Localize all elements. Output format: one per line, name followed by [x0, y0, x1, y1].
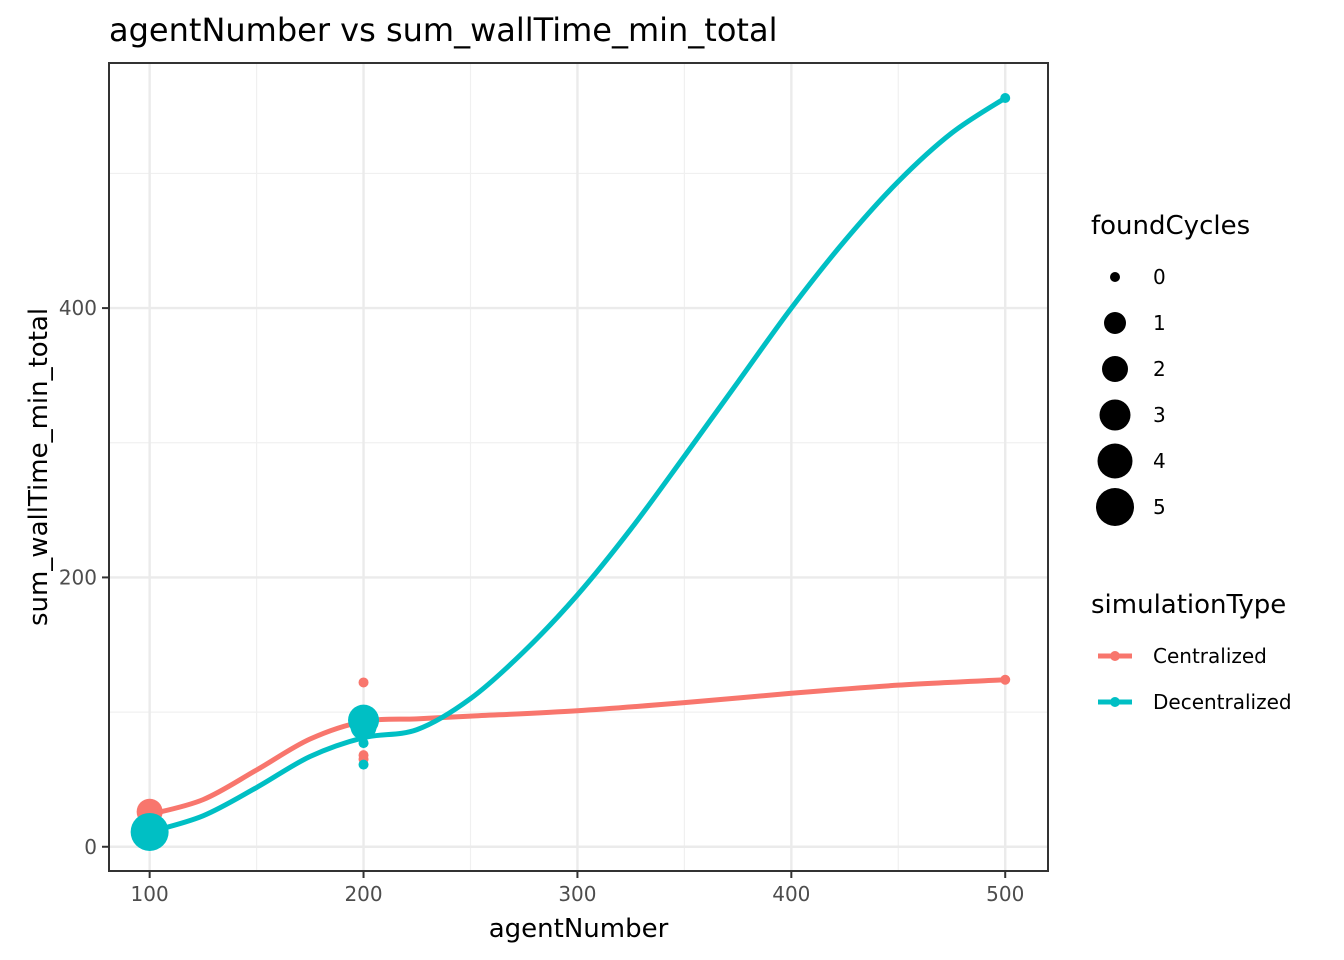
- legend-foundcycles: foundCycles 0 1 2 3 4 5: [1091, 211, 1250, 526]
- legend-label: Centralized: [1153, 644, 1267, 668]
- x-tick-label: 200: [344, 882, 382, 906]
- y-axis-title: sum_wallTime_min_total: [24, 308, 54, 626]
- legend-label: 1: [1153, 311, 1166, 335]
- y-axis-ticks: 0 200 400: [59, 296, 109, 859]
- legend-size-key: [1097, 443, 1133, 479]
- y-tick-label: 0: [84, 835, 97, 859]
- legend-title: simulationType: [1091, 590, 1286, 620]
- x-axis-ticks: 100 200 300 400 500: [131, 871, 1024, 906]
- point-decentralized: [358, 738, 369, 749]
- smooth-line-centralized: [147, 677, 1008, 817]
- smooth-lines: [147, 95, 1008, 835]
- y-tick-label: 200: [59, 565, 97, 589]
- legend-size-key: [1110, 272, 1120, 282]
- legend-title: foundCycles: [1091, 211, 1250, 241]
- chart-title: agentNumber vs sum_wallTime_min_total: [109, 11, 777, 49]
- legend-label: 4: [1153, 449, 1166, 473]
- x-tick-label: 500: [986, 882, 1024, 906]
- point-decentralized: [130, 812, 169, 851]
- y-tick-label: 400: [59, 296, 97, 320]
- x-tick-label: 100: [131, 882, 169, 906]
- legend-size-key: [1096, 488, 1134, 526]
- major-grid: [109, 63, 1048, 871]
- legend-simulationtype: simulationType Centralized Decentralized: [1091, 590, 1292, 714]
- legend-size-key: [1102, 356, 1128, 382]
- legend-label: 2: [1153, 357, 1166, 381]
- x-axis-title: agentNumber: [489, 914, 669, 944]
- x-tick-label: 400: [772, 882, 810, 906]
- plot-border: [108, 62, 1049, 872]
- legend-label: Decentralized: [1153, 690, 1292, 714]
- legend-label: 0: [1153, 265, 1166, 289]
- point-centralized: [1000, 674, 1011, 685]
- smooth-line-decentralized: [147, 95, 1008, 835]
- x-tick-label: 300: [558, 882, 596, 906]
- legend-point-key: [1110, 651, 1120, 661]
- point-decentralized: [358, 759, 369, 770]
- point-centralized: [358, 677, 369, 688]
- legend-size-key: [1099, 399, 1131, 431]
- point-decentralized: [350, 713, 377, 740]
- data-points: [130, 93, 1011, 851]
- legend-size-key: [1104, 312, 1126, 334]
- point-decentralized: [1000, 93, 1011, 104]
- legend-point-key: [1110, 697, 1120, 707]
- legend-label: 5: [1153, 495, 1166, 519]
- legend-label: 3: [1153, 403, 1166, 427]
